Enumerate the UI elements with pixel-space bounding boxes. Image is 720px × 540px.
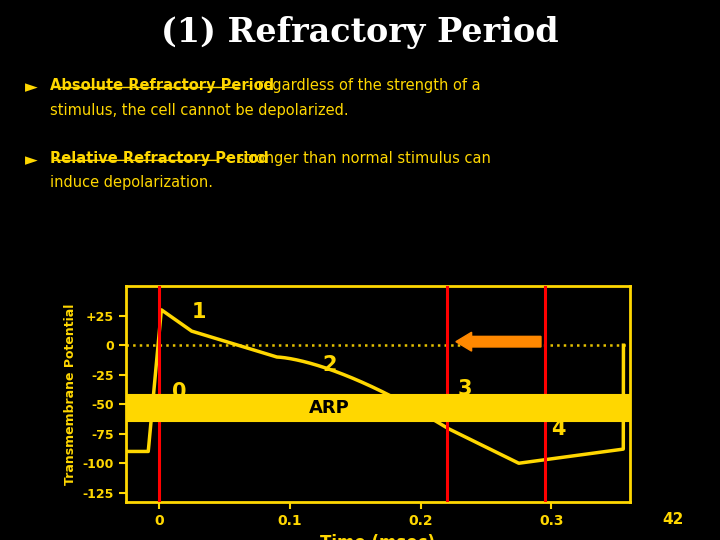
Y-axis label: Transmembrane Potential: Transmembrane Potential xyxy=(64,303,77,485)
Text: 42: 42 xyxy=(662,511,684,526)
FancyBboxPatch shape xyxy=(0,395,720,421)
Text: – stronger than normal stimulus can: – stronger than normal stimulus can xyxy=(220,151,490,166)
Text: stimulus, the cell cannot be depolarized.: stimulus, the cell cannot be depolarized… xyxy=(50,103,349,118)
Text: Relative Refractory Period: Relative Refractory Period xyxy=(50,151,269,166)
Text: – regardless of the strength of a: – regardless of the strength of a xyxy=(241,78,481,93)
Text: ARP: ARP xyxy=(309,399,349,417)
Text: 4: 4 xyxy=(552,419,566,439)
Text: ►: ► xyxy=(25,151,38,169)
Text: ►: ► xyxy=(25,78,38,96)
Text: (1) Refractory Period: (1) Refractory Period xyxy=(161,16,559,49)
Text: induce depolarization.: induce depolarization. xyxy=(50,176,213,191)
Text: Absolute Refractory Period: Absolute Refractory Period xyxy=(50,78,274,93)
Text: 2: 2 xyxy=(323,355,337,375)
X-axis label: Time (msec): Time (msec) xyxy=(320,534,436,540)
Text: 1: 1 xyxy=(192,302,206,322)
Text: RRP: RRP xyxy=(579,179,624,199)
FancyArrow shape xyxy=(456,332,541,351)
Text: 0: 0 xyxy=(172,382,186,402)
Text: 3: 3 xyxy=(457,379,472,399)
